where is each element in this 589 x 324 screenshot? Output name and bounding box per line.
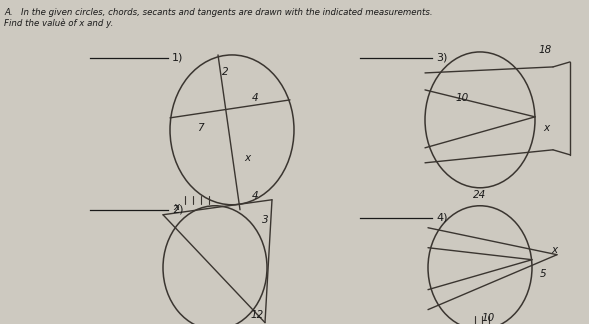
Text: 4): 4) bbox=[436, 213, 448, 223]
Text: 2): 2) bbox=[172, 205, 184, 215]
Text: 3: 3 bbox=[262, 215, 269, 225]
Text: 10: 10 bbox=[481, 313, 495, 323]
Text: 12: 12 bbox=[250, 310, 264, 320]
Text: x: x bbox=[244, 153, 250, 163]
Text: 24: 24 bbox=[474, 190, 487, 200]
Text: 4: 4 bbox=[252, 93, 259, 103]
Text: 10: 10 bbox=[455, 93, 469, 103]
Text: 4: 4 bbox=[252, 191, 259, 201]
Text: x: x bbox=[551, 245, 557, 255]
Text: A.   In the given circles, chords, secants and tangents are drawn with the indic: A. In the given circles, chords, secants… bbox=[4, 8, 433, 17]
Text: x: x bbox=[173, 202, 179, 212]
Text: 18: 18 bbox=[538, 45, 552, 55]
Text: 1): 1) bbox=[172, 53, 183, 63]
Text: x: x bbox=[543, 123, 549, 133]
Text: 3): 3) bbox=[436, 53, 448, 63]
Text: 5: 5 bbox=[540, 269, 547, 279]
Text: 7: 7 bbox=[197, 123, 203, 133]
Text: Find the valuè of x and y.: Find the valuè of x and y. bbox=[4, 19, 113, 29]
Text: 2: 2 bbox=[221, 67, 229, 77]
